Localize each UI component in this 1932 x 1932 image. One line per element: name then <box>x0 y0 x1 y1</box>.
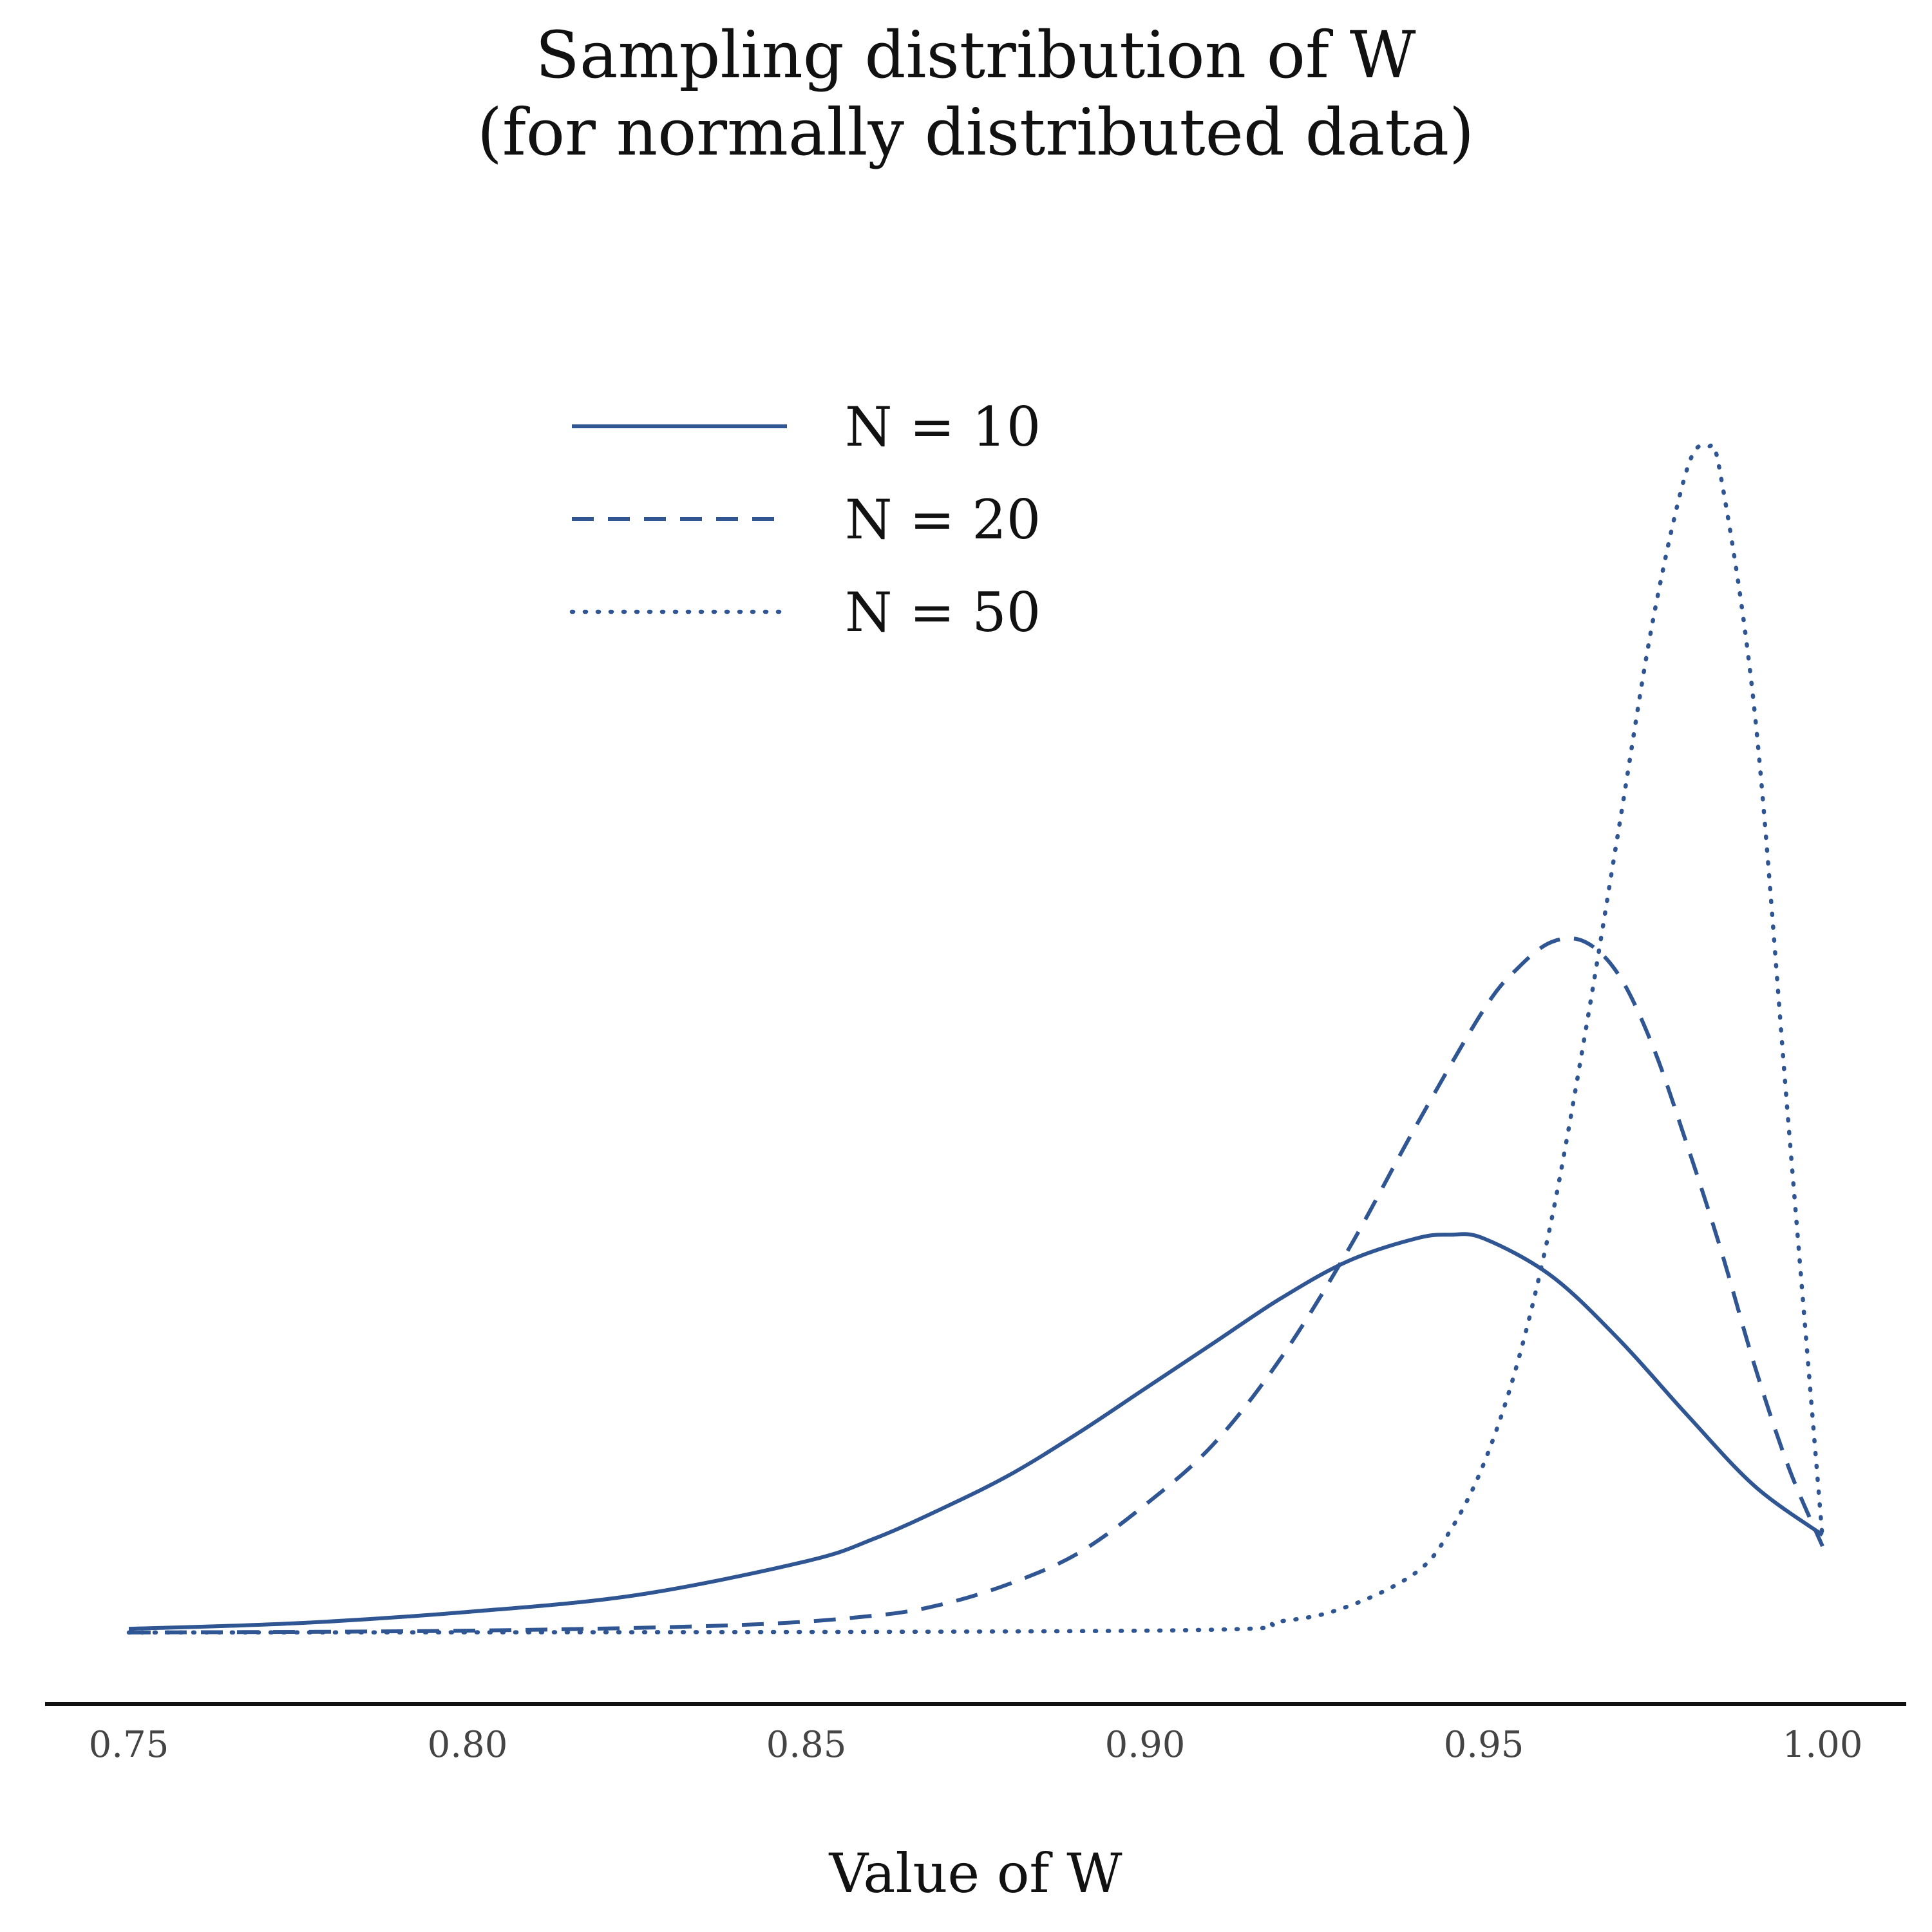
chart-subtitle: (for normally distributed data) <box>477 95 1474 170</box>
x-axis-label: Value of W <box>828 1842 1122 1905</box>
x-tick-label-2: 0.80 <box>428 1724 508 1766</box>
legend-label-3: N = 50 <box>845 581 1041 644</box>
x-tick-label-4: 0.90 <box>1105 1724 1186 1766</box>
chart-title: Sampling distribution of W <box>535 17 1416 93</box>
legend-label-2: N = 20 <box>845 488 1041 551</box>
x-tick-label-3: 0.85 <box>766 1724 847 1766</box>
x-tick-label-6: 1.00 <box>1783 1724 1863 1766</box>
x-tick-label-1: 0.75 <box>89 1724 169 1766</box>
series-line-3 <box>126 442 1825 1635</box>
legend: N = 10 N = 20 N = 50 <box>569 395 1041 644</box>
legend-label-1: N = 10 <box>845 395 1041 459</box>
plot-area <box>126 442 1825 1635</box>
x-axis-ticks: 0.75 0.80 0.85 0.90 0.95 1.00 <box>89 1724 1863 1766</box>
x-tick-label-5: 0.95 <box>1444 1724 1524 1766</box>
series-line-2 <box>128 936 1824 1634</box>
series-line-1 <box>128 1232 1824 1631</box>
